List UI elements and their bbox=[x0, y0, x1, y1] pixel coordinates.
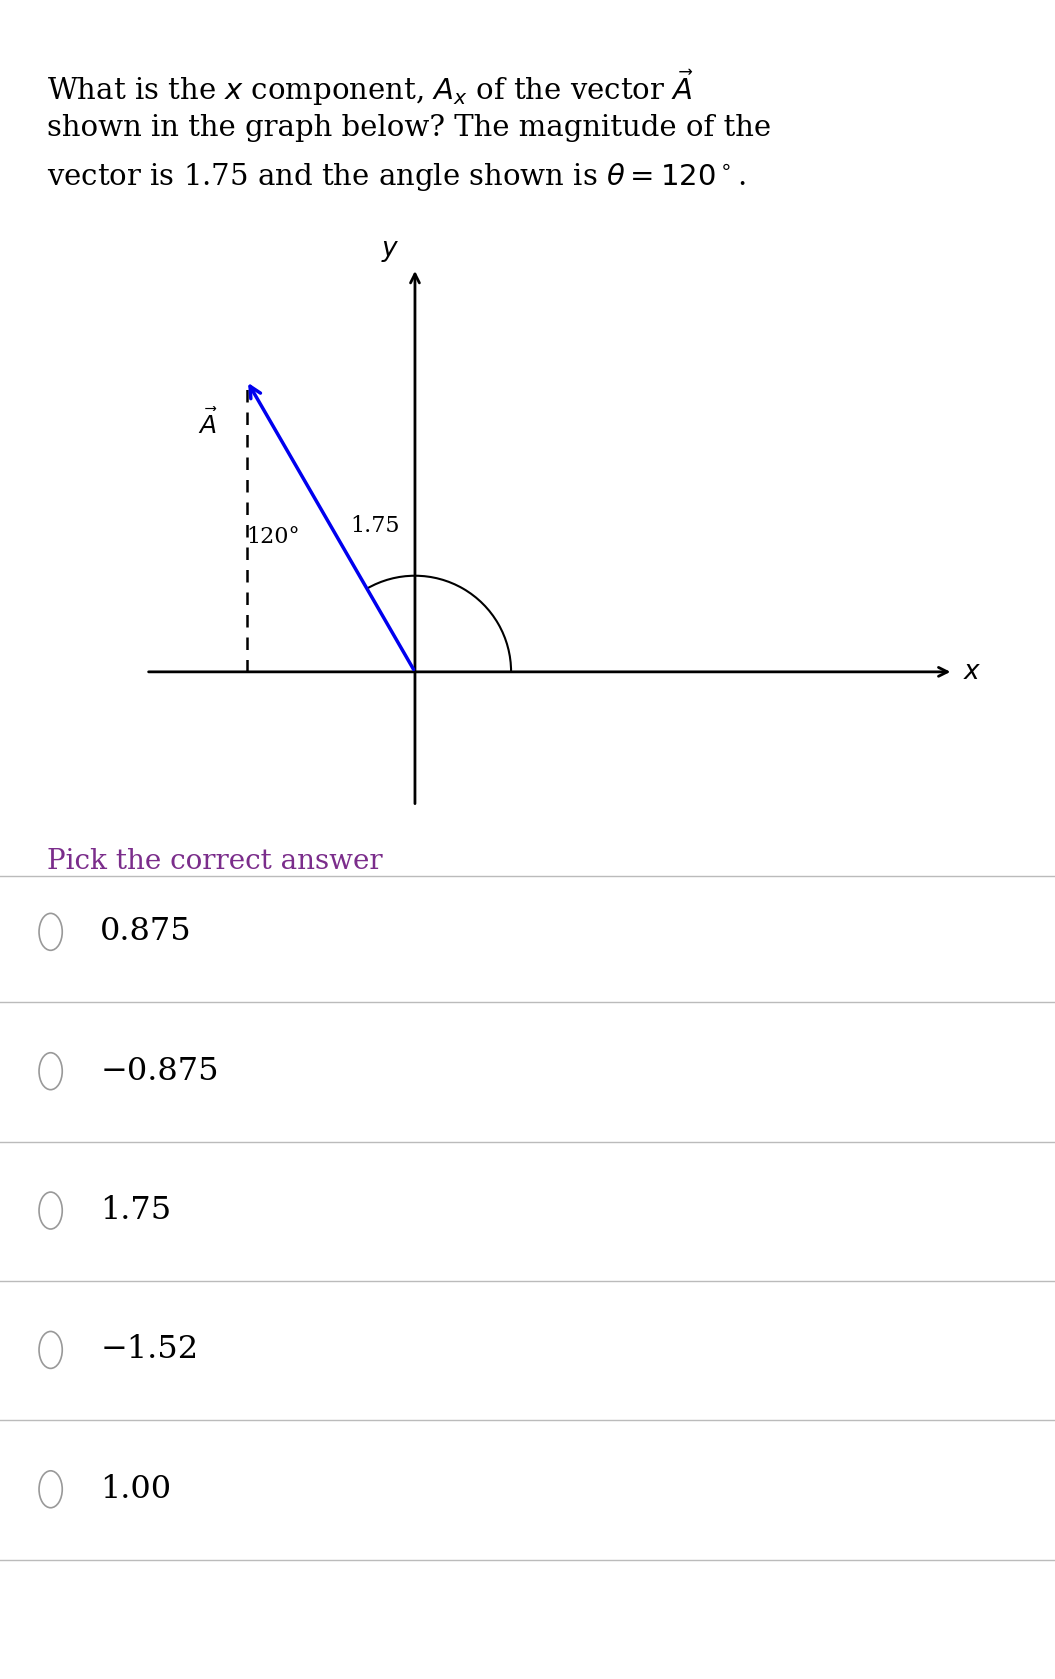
Text: 1.75: 1.75 bbox=[350, 515, 400, 537]
Text: $\vec{A}$: $\vec{A}$ bbox=[198, 410, 218, 440]
Text: 1.00: 1.00 bbox=[100, 1474, 171, 1504]
Text: −0.875: −0.875 bbox=[100, 1056, 218, 1086]
Text: $x$: $x$ bbox=[963, 660, 981, 685]
Text: $y$: $y$ bbox=[381, 240, 400, 264]
Text: vector is 1.75 and the angle shown is $\theta = 120^\circ$.: vector is 1.75 and the angle shown is $\… bbox=[47, 161, 746, 193]
Text: 0.875: 0.875 bbox=[100, 917, 192, 947]
Text: −1.52: −1.52 bbox=[100, 1335, 198, 1365]
Text: What is the $x$ component, $A_x$ of the vector $\vec{A}$: What is the $x$ component, $A_x$ of the … bbox=[47, 67, 694, 107]
Text: Pick the correct answer: Pick the correct answer bbox=[47, 848, 383, 875]
Text: 120°: 120° bbox=[246, 526, 300, 549]
Text: 1.75: 1.75 bbox=[100, 1195, 172, 1226]
Text: shown in the graph below? The magnitude of the: shown in the graph below? The magnitude … bbox=[47, 114, 771, 143]
